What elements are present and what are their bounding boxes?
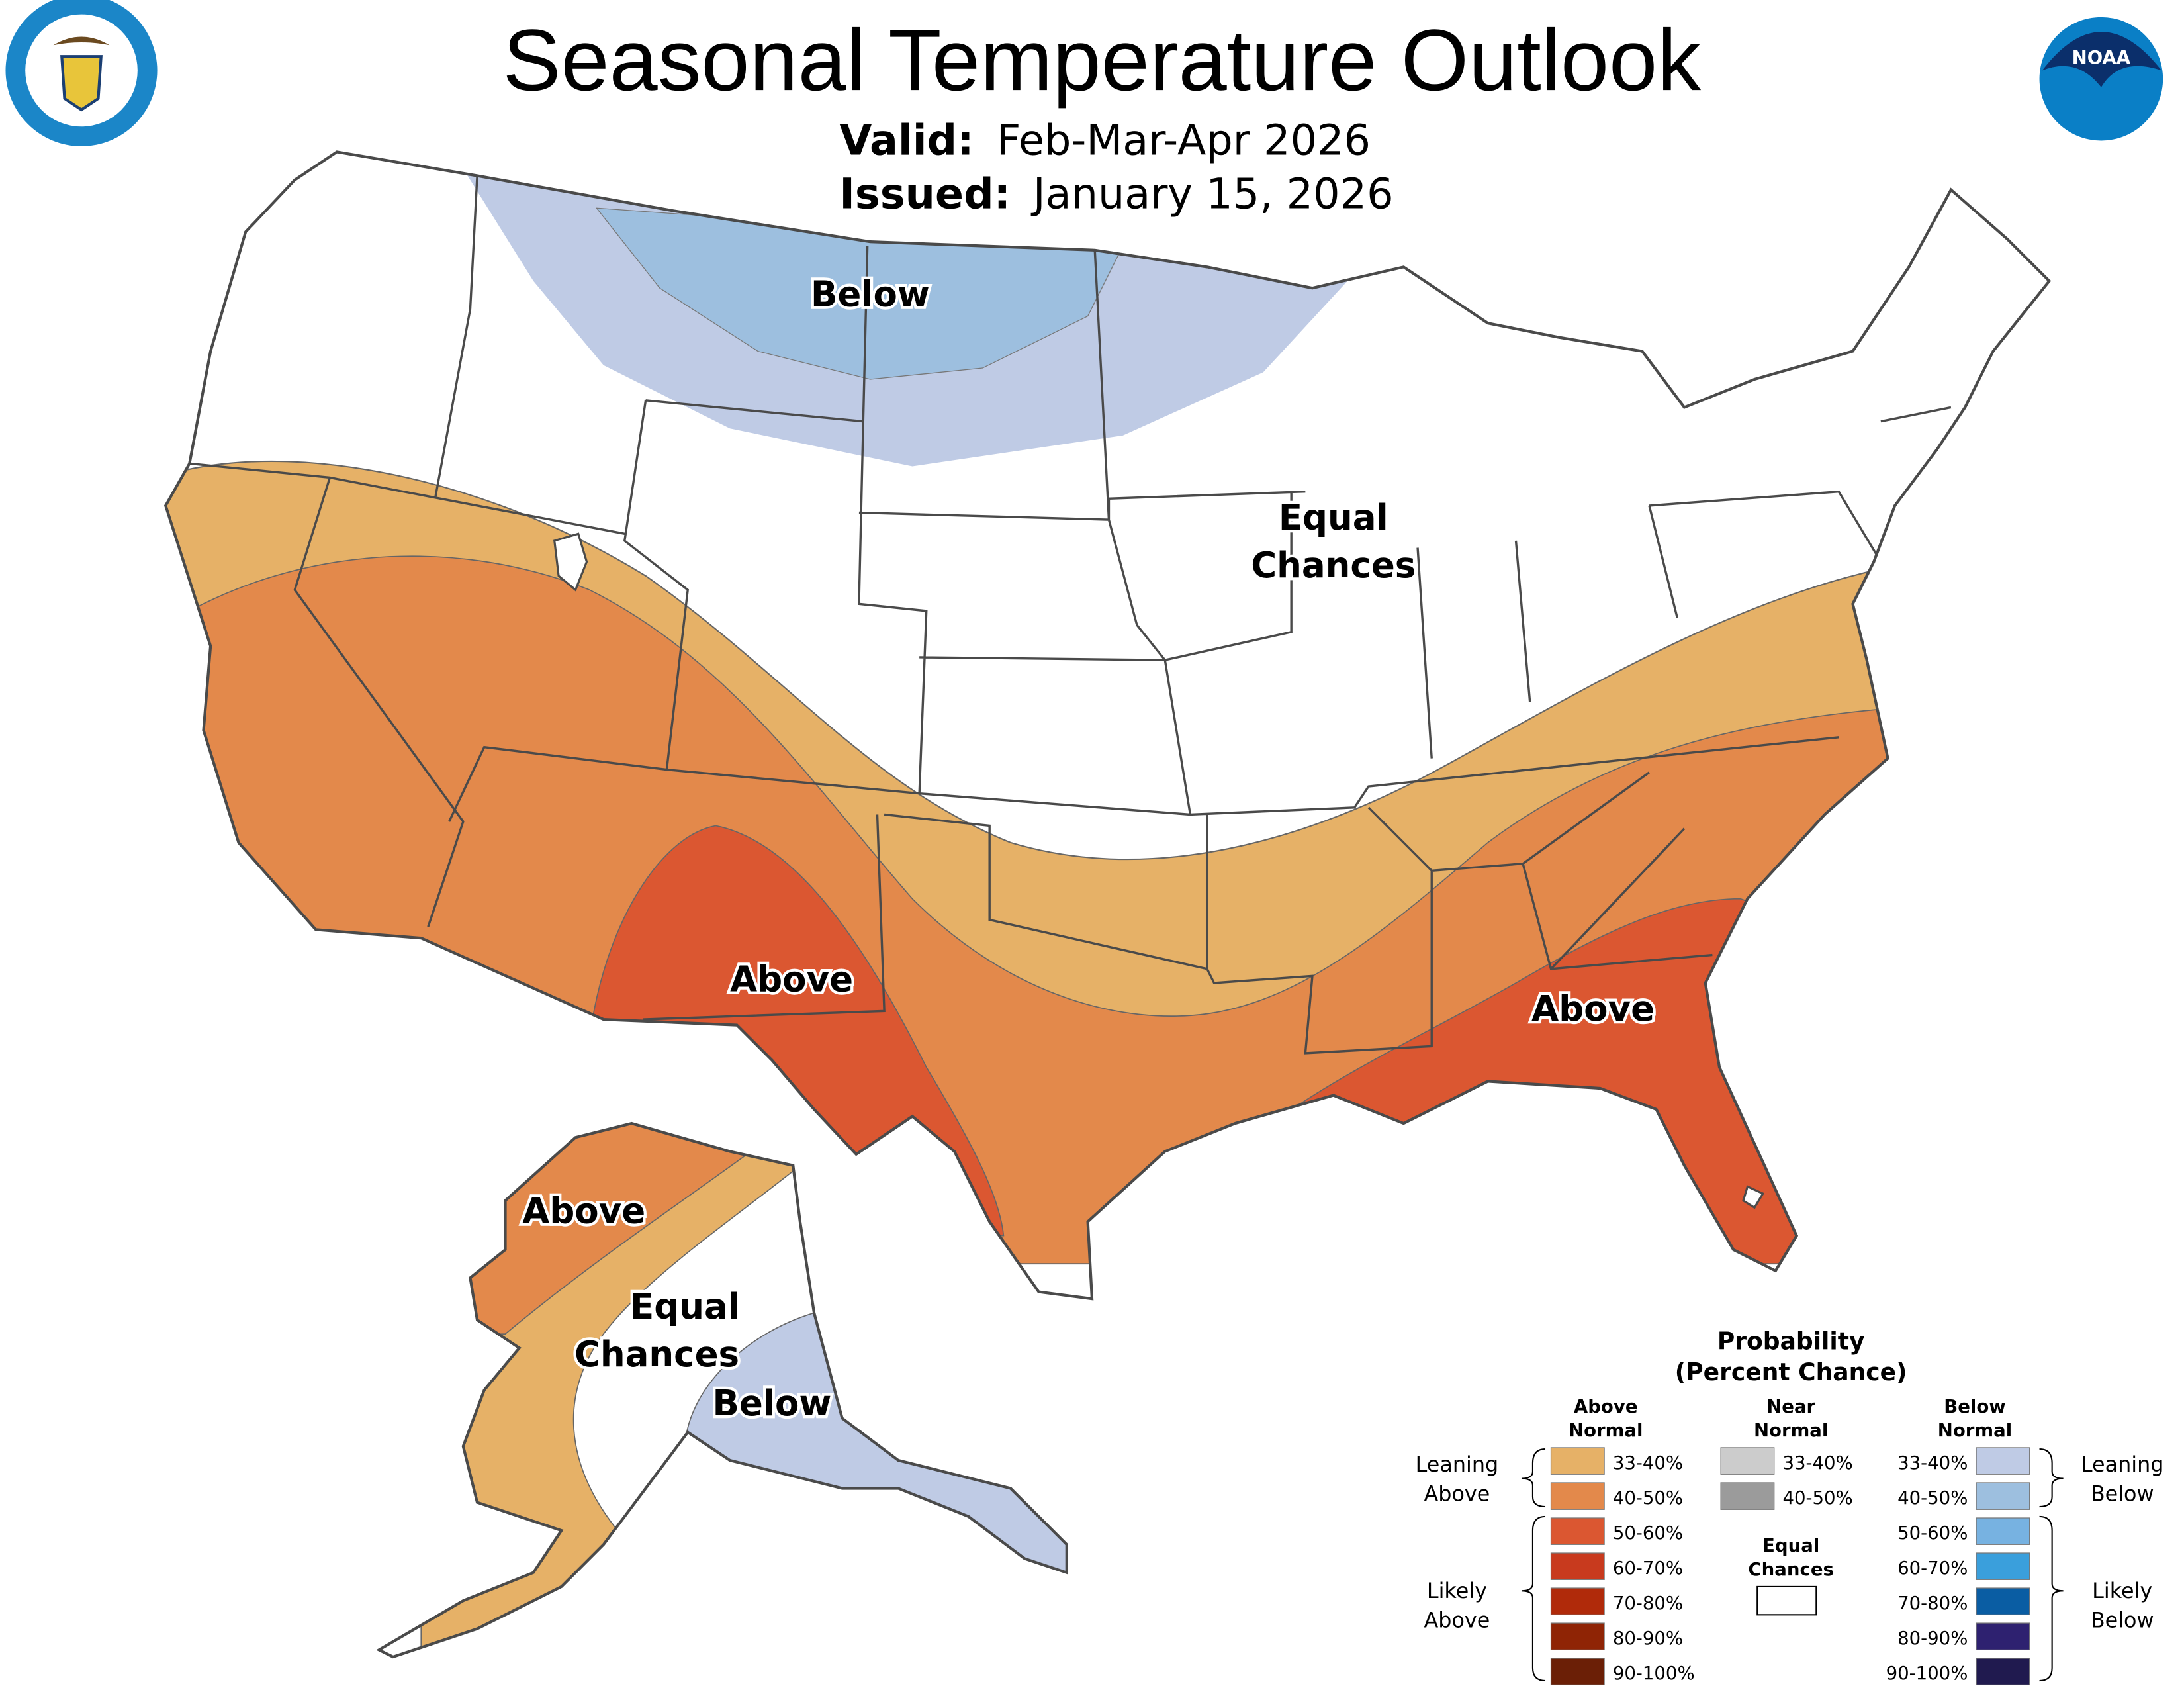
lake-okeechobee bbox=[1742, 1185, 1765, 1209]
label-alaska-equal-1: Equal bbox=[630, 1286, 740, 1327]
legend-label-near-40-50: 40-50% bbox=[1782, 1487, 1852, 1509]
legend-label-below-50-60: 50-60% bbox=[1897, 1522, 1968, 1544]
issued-value: January 15, 2026 bbox=[1030, 169, 1394, 218]
legend-swatch-below-33-40 bbox=[1976, 1447, 2030, 1475]
legend-equal-chances: Equal bbox=[1762, 1534, 1819, 1556]
label-alaska-below: Below bbox=[712, 1383, 831, 1424]
label-conus-below: Below bbox=[811, 274, 930, 315]
legend-swatch-below-70-80 bbox=[1976, 1587, 2030, 1615]
noaa-logo-text: NOAA bbox=[2072, 46, 2131, 68]
legend-above-header-2: Normal bbox=[1569, 1419, 1643, 1441]
legend-swatch-below-90-100 bbox=[1976, 1658, 2030, 1686]
label-conus-equal-1: Equal bbox=[1279, 497, 1388, 538]
legend-title: Probability bbox=[1717, 1327, 1865, 1355]
legend-swatch-near-40-50 bbox=[1720, 1482, 1775, 1510]
legend-leaning-below: Leaning bbox=[2081, 1452, 2164, 1477]
below-40-50-region bbox=[595, 207, 1124, 380]
legend-near-header: Near bbox=[1766, 1395, 1815, 1417]
label-alaska-equal-2: Chances bbox=[574, 1334, 739, 1375]
page-title: Seasonal Temperature Outlook bbox=[503, 11, 1701, 109]
legend-swatch-above-70-80 bbox=[1550, 1587, 1605, 1615]
legend-swatch-below-80-90 bbox=[1976, 1622, 2030, 1650]
legend-swatch-below-60-70 bbox=[1976, 1552, 2030, 1580]
legend-leaning-above: Leaning bbox=[1416, 1452, 1499, 1477]
issued-label: Issued: bbox=[839, 169, 1011, 218]
legend-leaning-above-2: Above bbox=[1424, 1481, 1490, 1507]
legend-subtitle: (Percent Chance) bbox=[1675, 1358, 1907, 1386]
valid-label: Valid: bbox=[839, 117, 974, 165]
label-conus-above-west: Above bbox=[730, 959, 853, 1000]
legend-label-above-70-80: 70-80% bbox=[1613, 1592, 1683, 1614]
legend-swatch-above-60-70 bbox=[1550, 1552, 1605, 1580]
legend-label-below-33-40: 33-40% bbox=[1897, 1452, 1968, 1474]
valid-value: Feb-Mar-Apr 2026 bbox=[997, 117, 1371, 165]
legend-swatch-near-33-40 bbox=[1720, 1447, 1775, 1475]
legend-leaning-below-2: Below bbox=[2091, 1481, 2154, 1507]
legend-below-header: Below bbox=[1944, 1395, 2006, 1417]
legend-label-above-80-90: 80-90% bbox=[1613, 1627, 1683, 1649]
state-boundaries bbox=[189, 175, 1952, 1055]
label-alaska-above: Above bbox=[522, 1191, 645, 1232]
legend-below-header-2: Normal bbox=[1938, 1419, 2012, 1441]
legend-label-near-33-40: 33-40% bbox=[1782, 1452, 1852, 1474]
department-of-commerce-seal bbox=[5, 0, 158, 146]
noaa-logo: NOAA bbox=[2039, 17, 2163, 141]
legend-label-above-60-70: 60-70% bbox=[1613, 1557, 1683, 1579]
legend-swatch-below-50-60 bbox=[1976, 1517, 2030, 1545]
legend-label-below-60-70: 60-70% bbox=[1897, 1557, 1968, 1579]
legend-label-above-90-100: 90-100% bbox=[1613, 1662, 1695, 1684]
legend-label-below-40-50: 40-50% bbox=[1897, 1487, 1968, 1509]
legend-likely-below: Likely bbox=[2092, 1578, 2152, 1603]
legend: Probability (Percent Chance) Above Norma… bbox=[1416, 1327, 2164, 1686]
legend-likely-above: Likely bbox=[1427, 1578, 1487, 1603]
legend-swatch-above-50-60 bbox=[1550, 1517, 1605, 1545]
legend-equal-chances-2: Chances bbox=[1748, 1558, 1834, 1580]
legend-likely-below-2: Below bbox=[2091, 1607, 2154, 1632]
legend-braces bbox=[1521, 1448, 2064, 1682]
legend-label-below-90-100: 90-100% bbox=[1886, 1662, 1968, 1684]
great-salt-lake bbox=[553, 532, 588, 592]
legend-above-header: Above bbox=[1574, 1395, 1638, 1417]
legend-swatch-above-33-40 bbox=[1550, 1447, 1605, 1475]
conus-map bbox=[165, 152, 2050, 1299]
legend-near-header-2: Normal bbox=[1754, 1419, 1828, 1441]
legend-label-below-70-80: 70-80% bbox=[1897, 1592, 1968, 1614]
legend-swatch-below-40-50 bbox=[1976, 1482, 2030, 1510]
legend-swatch-above-90-100 bbox=[1550, 1658, 1605, 1686]
legend-likely-above-2: Above bbox=[1424, 1607, 1490, 1632]
legend-swatch-above-80-90 bbox=[1550, 1622, 1605, 1650]
legend-swatches: 33-40% 40-50% 50-60% 60-70% 70-80% 80-90% 90-1… bbox=[1550, 1447, 2030, 1686]
label-conus-equal-2: Chances bbox=[1251, 545, 1416, 586]
legend-label-above-40-50: 40-50% bbox=[1613, 1487, 1683, 1509]
legend-label-below-80-90: 80-90% bbox=[1897, 1627, 1968, 1649]
legend-label-above-33-40: 33-40% bbox=[1613, 1452, 1683, 1474]
legend-swatch-equal-chances bbox=[1756, 1585, 1817, 1616]
legend-label-above-50-60: 50-60% bbox=[1613, 1522, 1683, 1544]
label-conus-above-southeast: Above bbox=[1531, 988, 1655, 1029]
legend-swatch-above-40-50 bbox=[1550, 1482, 1605, 1510]
